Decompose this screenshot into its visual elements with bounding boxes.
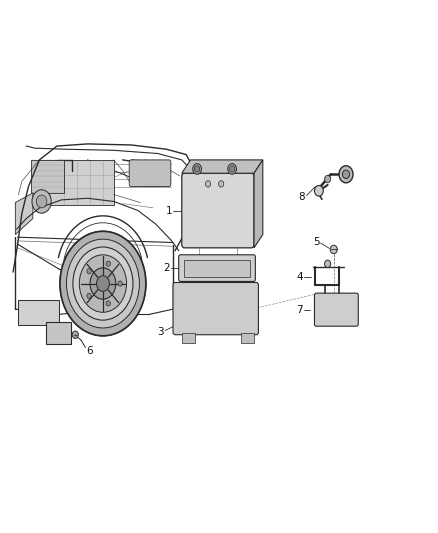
Circle shape (325, 175, 331, 183)
Bar (184, 260, 250, 277)
Circle shape (60, 231, 146, 336)
Circle shape (67, 239, 139, 328)
Text: 3: 3 (158, 327, 164, 336)
Bar (31, 160, 64, 193)
Circle shape (194, 166, 200, 172)
Circle shape (72, 331, 78, 338)
Circle shape (106, 261, 110, 266)
Circle shape (230, 166, 235, 172)
Bar (241, 333, 254, 343)
Circle shape (96, 276, 110, 292)
Circle shape (60, 231, 146, 336)
FancyBboxPatch shape (129, 160, 171, 187)
Circle shape (219, 181, 224, 187)
Text: 2: 2 (163, 263, 170, 273)
FancyBboxPatch shape (37, 160, 114, 205)
Polygon shape (182, 160, 263, 173)
FancyBboxPatch shape (173, 282, 258, 335)
Circle shape (32, 190, 51, 213)
Bar (46, 322, 71, 344)
Text: 5: 5 (313, 237, 320, 247)
Text: 8: 8 (299, 192, 305, 202)
Circle shape (228, 164, 237, 174)
Circle shape (79, 255, 127, 312)
Text: 1: 1 (166, 206, 172, 215)
FancyBboxPatch shape (179, 255, 255, 281)
FancyBboxPatch shape (182, 173, 254, 248)
Circle shape (330, 245, 337, 254)
Circle shape (339, 166, 353, 183)
Circle shape (36, 195, 47, 208)
Circle shape (87, 293, 91, 298)
Circle shape (325, 260, 331, 268)
Circle shape (205, 181, 211, 187)
Circle shape (87, 269, 91, 274)
Text: 6: 6 (86, 346, 93, 356)
Bar (182, 333, 195, 343)
Circle shape (106, 301, 110, 306)
Circle shape (73, 247, 133, 320)
Circle shape (118, 281, 122, 286)
Circle shape (343, 170, 350, 179)
Polygon shape (15, 193, 33, 235)
Circle shape (193, 164, 201, 174)
Bar (18, 300, 59, 325)
Text: 7: 7 (296, 305, 303, 314)
Circle shape (314, 185, 323, 196)
Circle shape (90, 268, 116, 299)
Text: 4: 4 (297, 272, 304, 282)
Polygon shape (254, 160, 263, 248)
FancyBboxPatch shape (314, 293, 358, 326)
